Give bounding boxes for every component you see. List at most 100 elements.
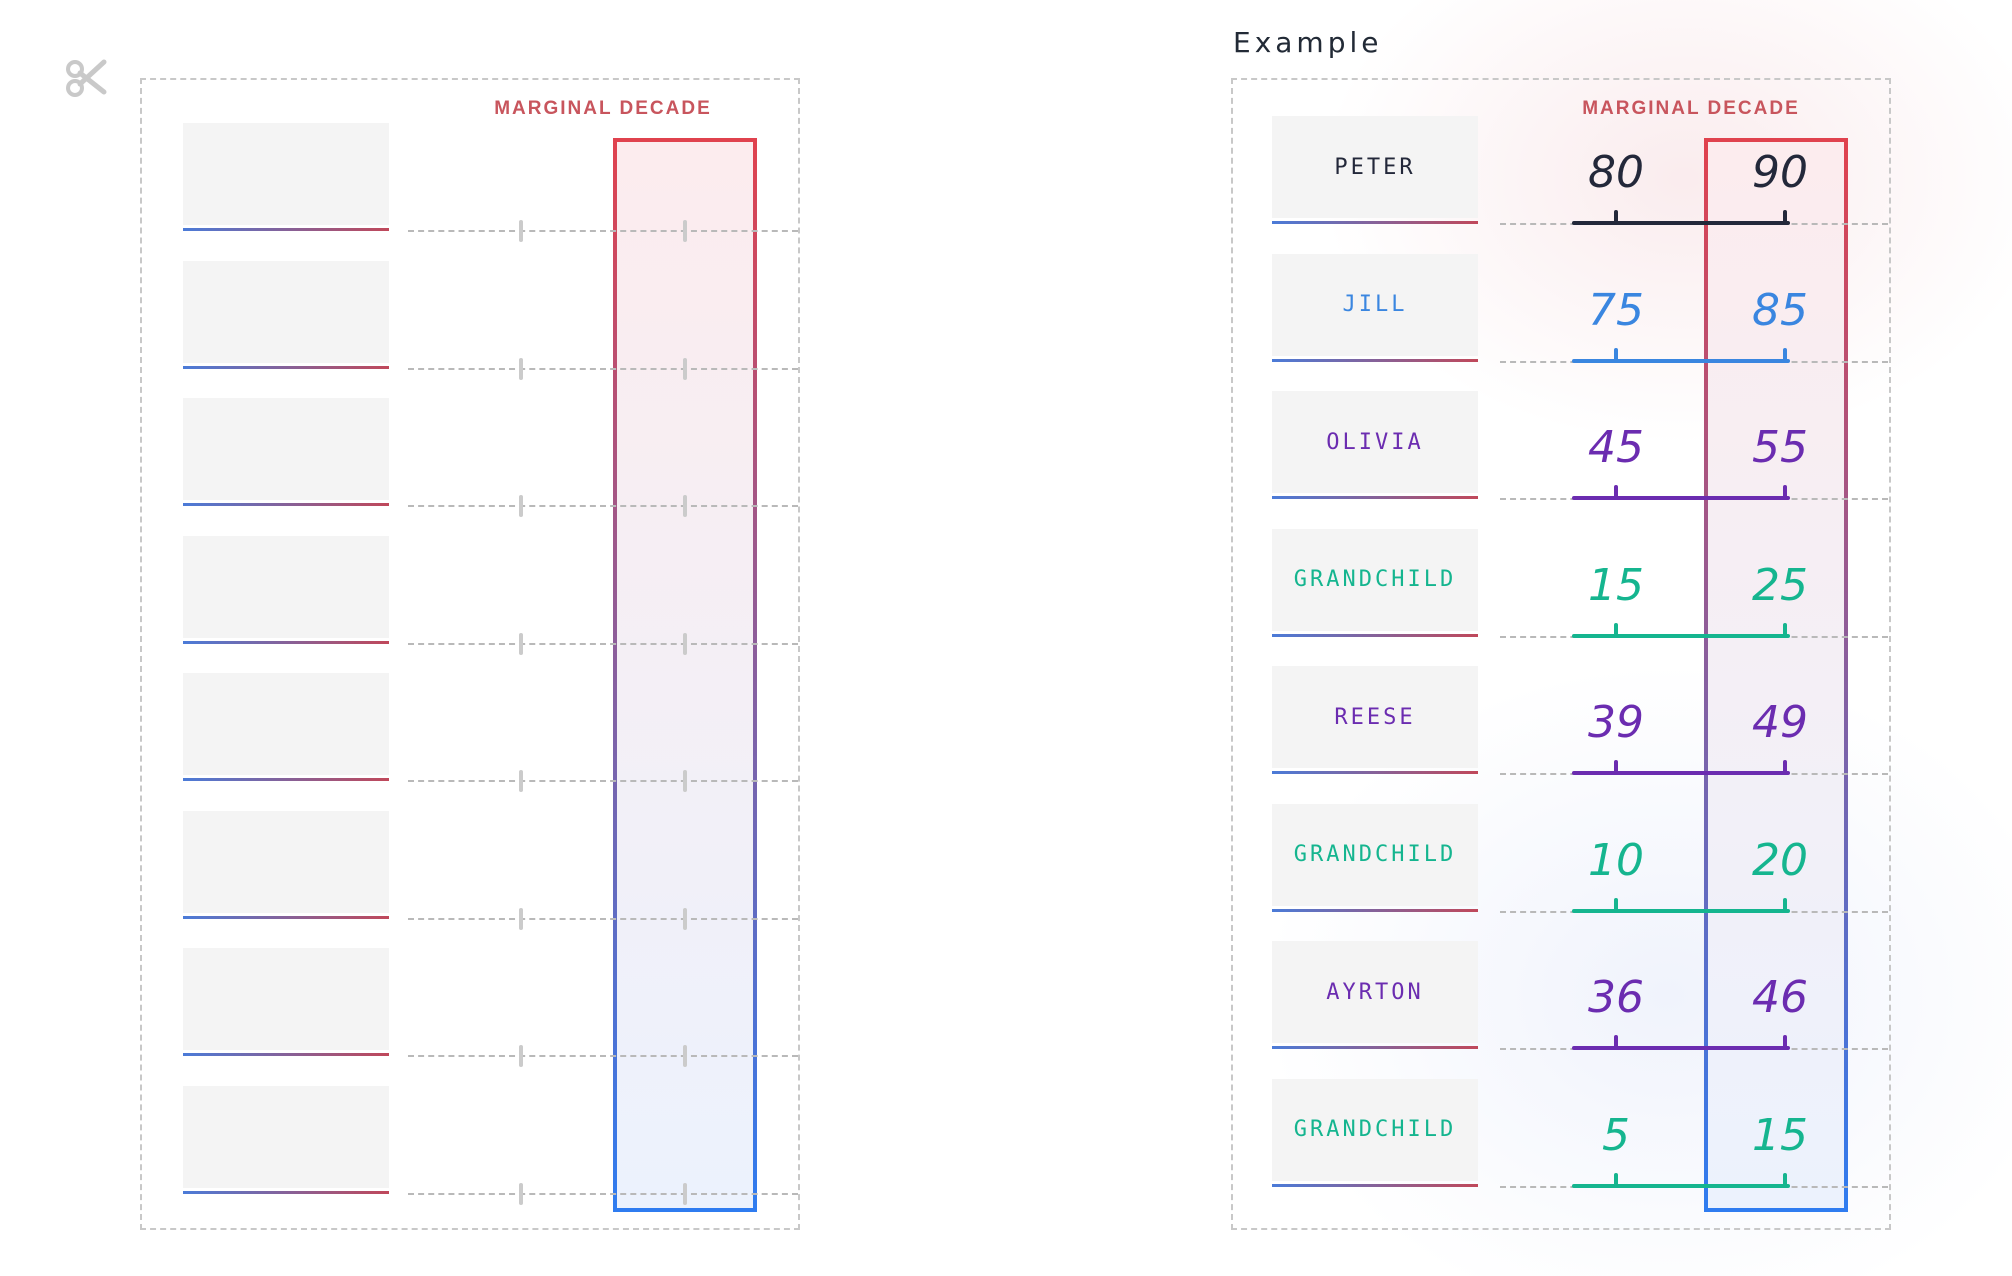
start-age-tick xyxy=(519,907,523,930)
start-age-tick xyxy=(519,220,523,242)
end-age-tick xyxy=(683,495,687,517)
name-underline xyxy=(183,1053,389,1056)
end-age: 49 xyxy=(1752,697,1808,748)
end-age: 46 xyxy=(1752,972,1808,1023)
decade-line xyxy=(1572,358,1790,363)
marginal-decade-column-example xyxy=(1704,138,1848,1212)
end-age-tick xyxy=(1783,760,1787,774)
decade-line xyxy=(1572,1046,1790,1050)
scissors-icon xyxy=(66,59,107,97)
end-age-tick xyxy=(683,1182,687,1205)
end-age: 15 xyxy=(1752,1109,1808,1161)
start-age-tick xyxy=(1614,897,1618,912)
name-box: REESE xyxy=(1272,666,1478,768)
start-age: 36 xyxy=(1588,972,1644,1023)
row-dashed-line xyxy=(408,367,798,370)
name-underline xyxy=(1272,358,1478,362)
start-age-tick xyxy=(519,1045,523,1067)
decade-line xyxy=(1572,1183,1790,1188)
start-age: 10 xyxy=(1588,834,1644,886)
end-age-tick xyxy=(683,907,687,930)
decade-line xyxy=(1572,496,1790,500)
start-age-tick xyxy=(519,357,523,380)
end-age-tick xyxy=(1783,622,1787,637)
name-underline xyxy=(183,365,389,369)
blank-worksheet-card xyxy=(140,78,800,1230)
end-age: 20 xyxy=(1752,834,1808,886)
end-age-tick xyxy=(683,357,687,380)
start-age-tick xyxy=(519,495,523,517)
start-age-tick xyxy=(519,1182,523,1205)
start-age-tick xyxy=(1614,1172,1618,1187)
start-age: 39 xyxy=(1588,697,1644,748)
name-underline xyxy=(1272,633,1478,637)
name-box xyxy=(183,398,389,500)
end-age-tick xyxy=(1783,485,1787,499)
decade-line xyxy=(1572,771,1790,775)
start-age-tick xyxy=(1614,347,1618,362)
example-title: Example xyxy=(1233,26,1383,59)
row-dashed-line xyxy=(408,1055,798,1057)
name-box xyxy=(183,123,389,225)
name-underline xyxy=(183,1190,389,1194)
name-underline xyxy=(1272,771,1478,774)
name-box: OLIVIA xyxy=(1272,391,1478,493)
end-age-tick xyxy=(683,1045,687,1067)
decade-line xyxy=(1572,633,1790,638)
name-box xyxy=(183,810,389,913)
end-age: 85 xyxy=(1752,284,1808,336)
name-underline xyxy=(183,228,389,231)
decade-line xyxy=(1572,908,1790,913)
end-age-tick xyxy=(1783,347,1787,362)
end-age-tick xyxy=(1783,1172,1787,1187)
start-age-tick xyxy=(1614,210,1618,224)
name-underline xyxy=(1272,908,1478,912)
name-box xyxy=(183,673,389,775)
name-box xyxy=(183,1085,389,1188)
row-dashed-line xyxy=(408,917,798,920)
name-underline xyxy=(183,503,389,506)
name-box xyxy=(183,260,389,363)
row-dashed-line xyxy=(408,780,798,782)
end-age: 90 xyxy=(1752,147,1808,198)
end-age-tick xyxy=(683,220,687,242)
name-box: GRANDCHILD xyxy=(1272,1078,1478,1181)
start-age-tick xyxy=(519,632,523,655)
name-underline xyxy=(1272,1046,1478,1049)
name-box: JILL xyxy=(1272,253,1478,356)
name-box xyxy=(183,535,389,638)
end-age-tick xyxy=(1783,210,1787,224)
end-age-tick xyxy=(1783,897,1787,912)
row-dashed-line xyxy=(408,1192,798,1195)
name-box: GRANDCHILD xyxy=(1272,528,1478,631)
example-worksheet-card xyxy=(1231,78,1891,1230)
end-age-tick xyxy=(683,632,687,655)
start-age-tick xyxy=(519,770,523,792)
start-age-tick xyxy=(1614,760,1618,774)
start-age: 75 xyxy=(1588,284,1644,336)
name-underline xyxy=(1272,221,1478,224)
start-age: 45 xyxy=(1588,422,1644,473)
start-age-tick xyxy=(1614,622,1618,637)
end-age-tick xyxy=(1783,1035,1787,1049)
start-age-tick xyxy=(1614,1035,1618,1049)
name-underline xyxy=(183,778,389,781)
start-age: 5 xyxy=(1602,1109,1630,1161)
marginal-decade-header: MARGINAL DECADE xyxy=(494,98,712,119)
name-box: PETER xyxy=(1272,116,1478,218)
decade-line xyxy=(1572,221,1790,225)
row-dashed-line xyxy=(408,505,798,507)
start-age: 15 xyxy=(1588,559,1644,611)
row-dashed-line xyxy=(408,230,798,232)
end-age: 25 xyxy=(1752,559,1808,611)
name-underline xyxy=(183,640,389,644)
row-dashed-line xyxy=(408,642,798,645)
name-box: GRANDCHILD xyxy=(1272,803,1478,906)
name-underline xyxy=(1272,1183,1478,1187)
name-underline xyxy=(183,915,389,919)
marginal-decade-header-example: MARGINAL DECADE xyxy=(1582,98,1800,119)
name-box: AYRTON xyxy=(1272,941,1478,1043)
name-underline xyxy=(1272,496,1478,499)
start-age-tick xyxy=(1614,485,1618,499)
marginal-decade-column xyxy=(613,138,757,1212)
